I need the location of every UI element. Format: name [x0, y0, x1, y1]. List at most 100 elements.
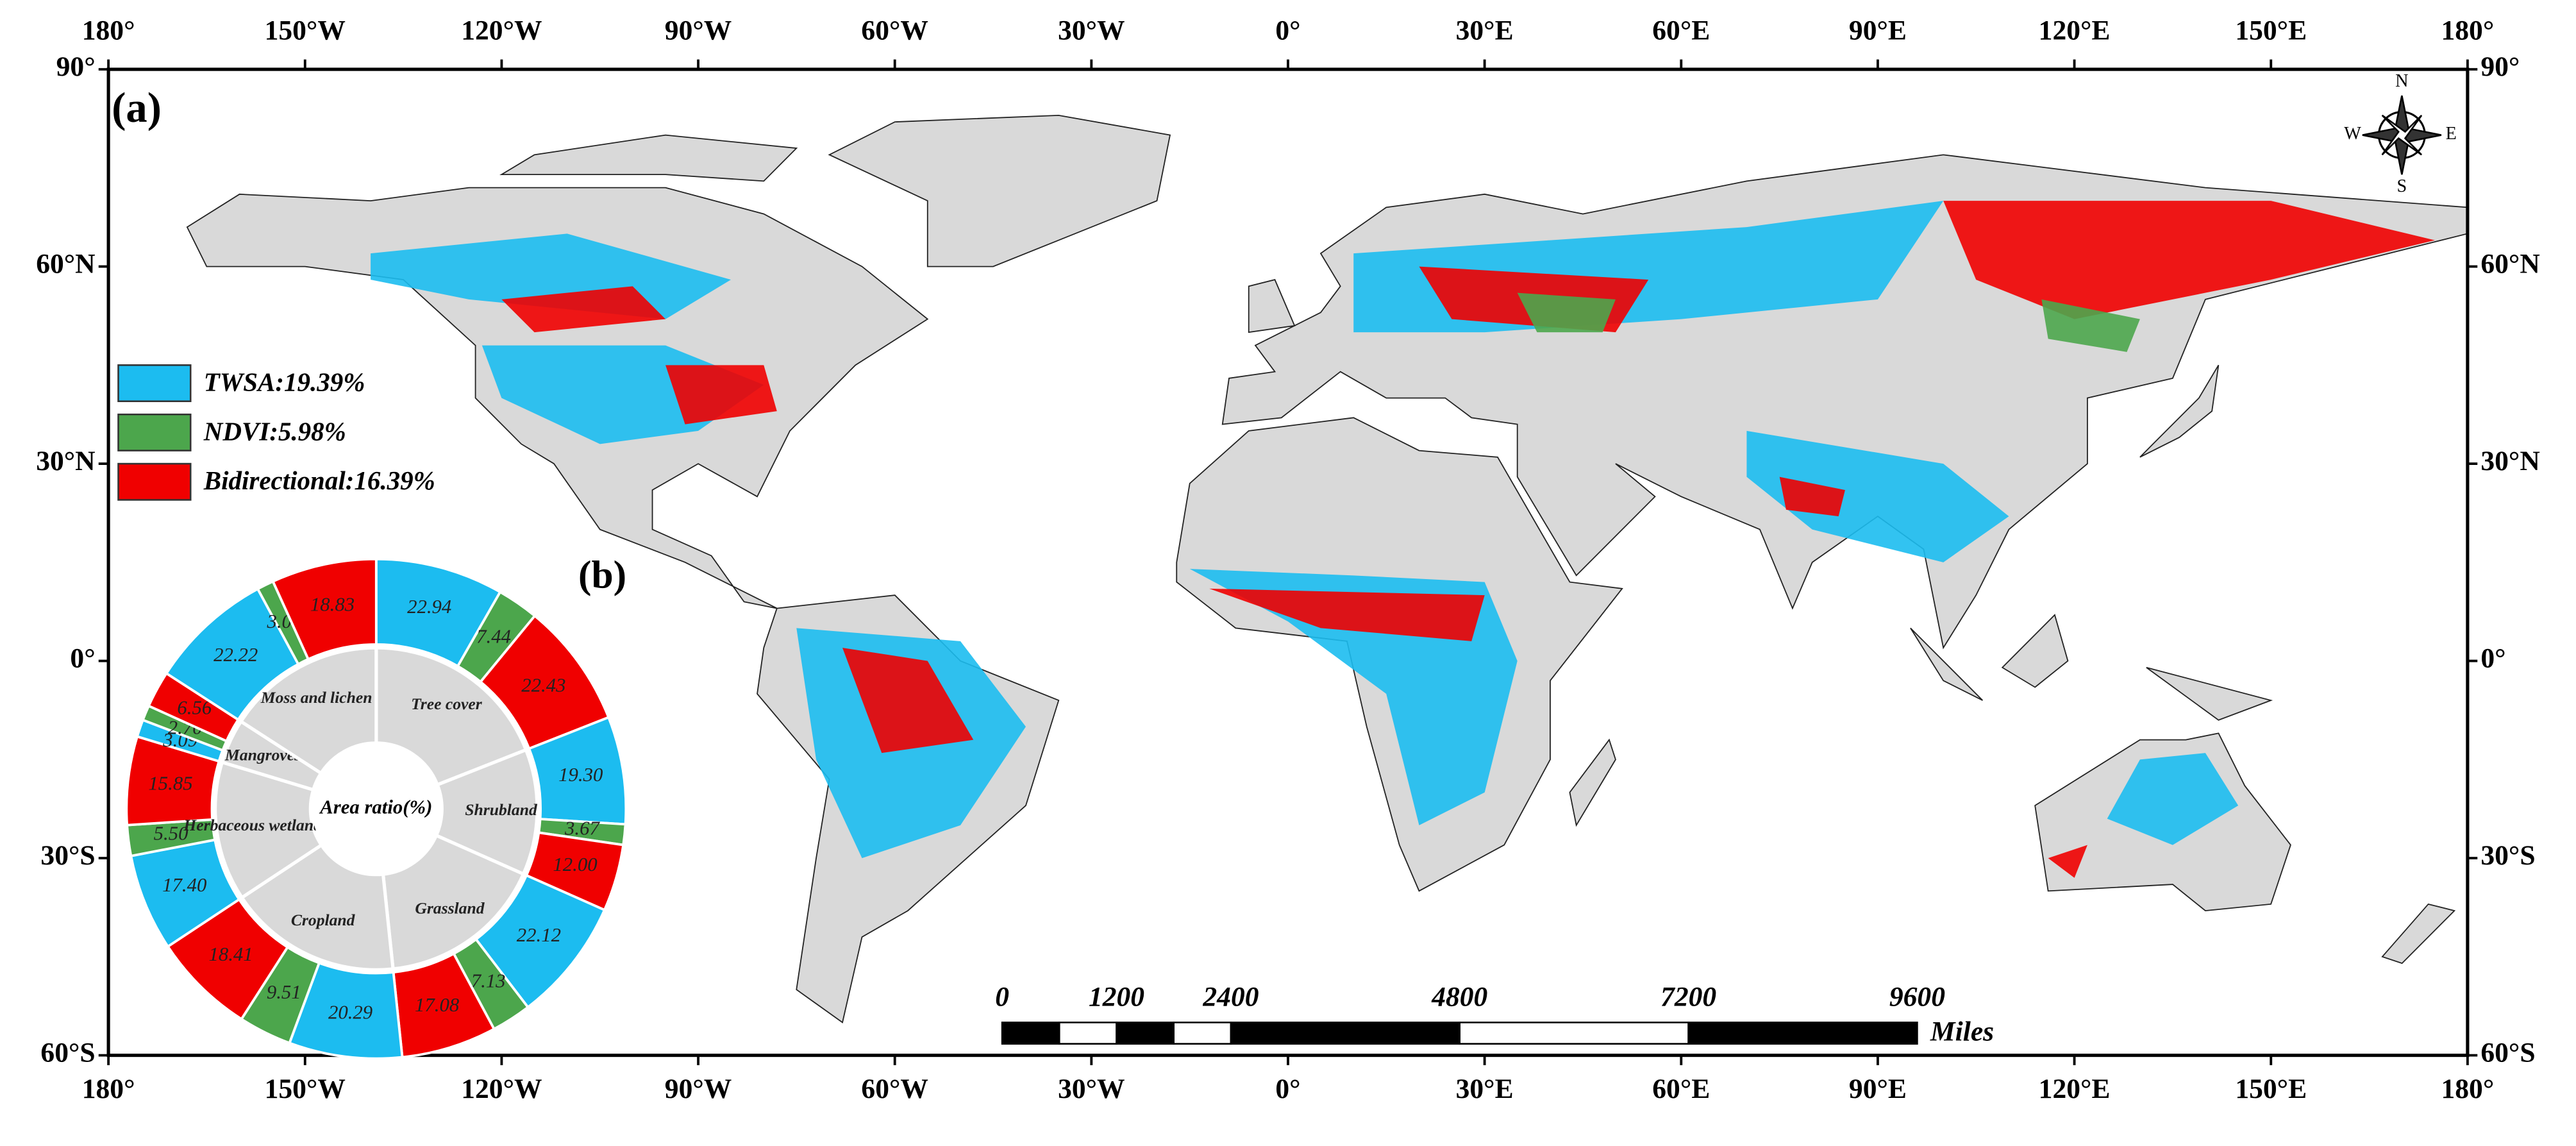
data-label: 7.13: [471, 970, 506, 992]
category-segment: [374, 646, 528, 788]
panel-label: (b): [578, 553, 626, 597]
center-label: Area ratio(%): [319, 796, 432, 818]
data-label: 22.43: [521, 674, 565, 696]
category-label: Tree cover: [411, 695, 483, 713]
scale-segment: [1459, 1022, 1689, 1045]
scale-label: 1200: [1089, 981, 1144, 1012]
scale-unit: Miles: [1930, 1016, 1994, 1047]
data-label: 18.41: [208, 943, 253, 965]
y-tick-label: 0°: [2480, 643, 2505, 674]
x-tick-label: 90°W: [665, 15, 732, 46]
scale-segment: [1001, 1022, 1060, 1045]
x-tick-label: 120°E: [2039, 1074, 2111, 1104]
x-tick-label: 30°E: [1456, 1074, 1514, 1104]
data-label: 5.50: [154, 822, 188, 844]
scale-label: 7200: [1660, 981, 1716, 1012]
class-patch: [1517, 292, 1616, 333]
x-tick-label: 180°: [82, 15, 135, 46]
category-segment: [239, 843, 395, 972]
data-label: 17.40: [162, 874, 206, 896]
data-label: 18.83: [310, 594, 355, 616]
category-segment: [381, 833, 526, 971]
class-patch: [2048, 845, 2087, 878]
category-segment: [238, 646, 378, 776]
patches: [371, 201, 2435, 878]
scale-segment: [1116, 1022, 1175, 1045]
scale-label: 0: [995, 981, 1009, 1012]
class-patch: [2041, 299, 2140, 352]
scale-label: 4800: [1431, 981, 1487, 1012]
x-tick-label: 60°E: [1652, 1074, 1710, 1104]
data-label: 7.44: [476, 625, 511, 647]
category-label: Grassland: [415, 899, 485, 918]
class-patch: [1943, 201, 2435, 319]
compass-letter: N: [2395, 71, 2408, 91]
class-patch: [665, 365, 777, 425]
x-tick-label: 120°W: [461, 1074, 542, 1104]
donut-chart: 22.94 7.44 22.43 Tree cover 19.30 3.67 12.00 Sh…: [125, 557, 628, 1060]
landmass: [2381, 903, 2456, 965]
x-tick-label: 90°E: [1849, 1074, 1907, 1104]
compass-star: [2381, 114, 2423, 156]
x-tick-label: 0°: [1275, 1074, 1300, 1104]
category-segment: [434, 747, 539, 877]
y-tick-label: 60°S: [40, 1038, 95, 1068]
category-label: Moss and lichen: [260, 688, 372, 707]
legend: TWSA:19.39% NDVI:5.98% Bidirectional:16.39…: [117, 364, 435, 501]
landmass: [2146, 666, 2273, 721]
data-label: 22.94: [407, 596, 451, 618]
scale-segment: [1173, 1022, 1232, 1045]
panel-label: (a): [112, 85, 162, 131]
x-tick-label: 180°: [2441, 1074, 2495, 1104]
landmass: [1569, 738, 1616, 827]
x-tick-label: 120°W: [461, 15, 542, 46]
x-tick-label: 90°E: [1849, 15, 1907, 46]
data-label: 6.56: [177, 697, 212, 719]
data-label: 22.12: [517, 924, 561, 946]
x-tick-label: 150°E: [2235, 15, 2307, 46]
class-patch: [1209, 588, 1485, 641]
category-label: Cropland: [291, 911, 356, 929]
x-tick-label: 30°E: [1456, 15, 1514, 46]
y-tick-label: 30°S: [2480, 840, 2535, 871]
x-tick-label: 150°E: [2235, 1074, 2307, 1104]
compass-letter: S: [2397, 176, 2407, 196]
legend-swatch: [117, 364, 192, 402]
data-label: 9.51: [267, 981, 301, 1003]
class-patch: [2107, 753, 2239, 845]
class-patch: [501, 286, 666, 333]
data-label: 3.67: [564, 818, 600, 839]
scale-segment: [1058, 1022, 1117, 1045]
legend-label: Bidirectional:16.39%: [203, 466, 435, 495]
y-tick-label: 60°N: [2480, 249, 2539, 280]
x-tick-label: 30°W: [1058, 1074, 1125, 1104]
legend-label: NDVI:5.98%: [203, 416, 346, 446]
axes: 180°180°150°W150°W120°W120°W90°W90°W60°W…: [36, 15, 2540, 1104]
legend-swatch: [117, 413, 192, 451]
scale-label: 2400: [1202, 981, 1259, 1012]
x-tick-label: 90°W: [665, 1074, 732, 1104]
scale-segment: [1230, 1022, 1461, 1045]
data-label: 15.85: [148, 772, 192, 794]
class-patch: [842, 648, 974, 754]
y-tick-label: 30°S: [40, 840, 95, 871]
data-label: 22.22: [213, 644, 258, 666]
scale-bar: 0 1200 2400 4800 7200 9600 Miles: [995, 981, 1994, 1047]
donut-hole: [312, 745, 440, 873]
class-patch: [1746, 430, 2009, 562]
y-tick-label: 60°S: [2480, 1038, 2535, 1068]
y-tick-label: 90°: [56, 51, 96, 82]
category-label: Herbaceous wetland: [183, 816, 322, 834]
x-tick-label: 180°: [2441, 15, 2495, 46]
landmass: [1910, 627, 1984, 701]
landmass: [2139, 364, 2220, 458]
y-tick-label: 30°N: [2480, 446, 2539, 476]
x-tick-label: 120°E: [2039, 15, 2111, 46]
category-label: Shrubland: [465, 800, 538, 819]
y-tick-label: 90°: [2480, 51, 2520, 82]
data-label: 20.29: [328, 1002, 372, 1024]
y-tick-label: 60°N: [36, 249, 95, 280]
legend-swatch: [117, 462, 192, 501]
data-label: 19.30: [558, 764, 603, 786]
